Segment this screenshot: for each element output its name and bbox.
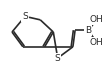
- Text: S: S: [22, 12, 28, 21]
- Text: OH: OH: [90, 15, 104, 24]
- Text: OH: OH: [90, 38, 104, 47]
- Text: B: B: [85, 26, 91, 35]
- Text: S: S: [55, 54, 61, 63]
